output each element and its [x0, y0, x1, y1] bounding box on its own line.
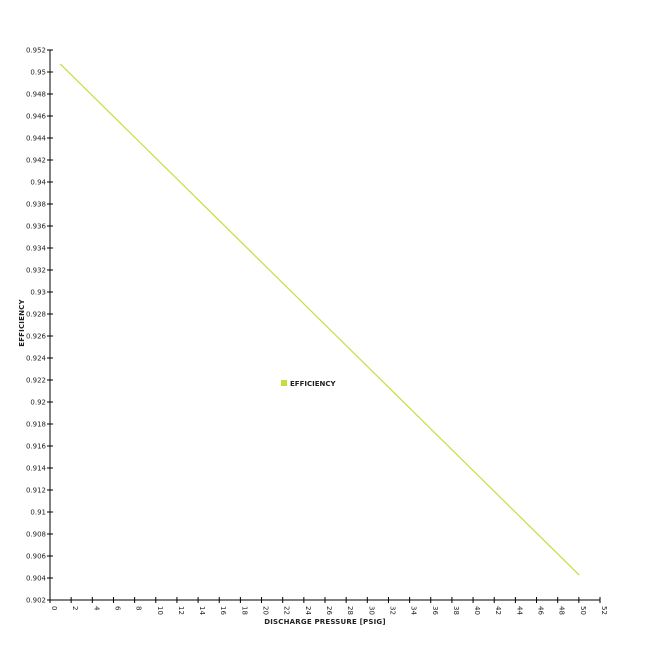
y-tick-label: 0.94: [30, 179, 46, 187]
y-tick-label: 0.95: [30, 69, 46, 77]
x-tick-label: 10: [156, 606, 164, 615]
data-point: [578, 574, 580, 576]
series-layer: [59, 63, 580, 576]
x-tick-label: 28: [346, 606, 354, 615]
y-tick-label: 0.936: [26, 223, 47, 231]
x-tick-label: 18: [240, 606, 248, 615]
x-tick-label: 52: [600, 606, 608, 615]
x-tick-label: 30: [367, 606, 375, 615]
x-tick-label: 16: [219, 606, 227, 615]
data-point: [59, 63, 62, 65]
x-tick-label: 32: [388, 606, 396, 615]
y-tick-label: 0.948: [26, 91, 46, 99]
x-tick-label: 2: [71, 606, 79, 610]
x-tick-label: 20: [262, 606, 270, 615]
y-tick-label: 0.93: [30, 289, 46, 297]
x-tick-label: 38: [452, 606, 460, 615]
series-line-efficiency: [60, 63, 580, 576]
y-tick-label: 0.942: [26, 157, 46, 165]
y-tick-label: 0.918: [26, 421, 46, 429]
x-tick-label: 12: [177, 606, 185, 615]
x-axis-title: DISCHARGE PRESSURE [PSIG]: [264, 618, 386, 626]
y-tick-label: 0.906: [26, 553, 47, 561]
y-tick-label: 0.92: [30, 399, 46, 407]
legend-label: EFFICIENCY: [290, 380, 336, 388]
legend: EFFICIENCY: [281, 380, 336, 388]
y-tick-label: 0.914: [26, 465, 47, 473]
x-tick-label: 48: [558, 606, 566, 615]
x-tick-label: 22: [283, 606, 291, 615]
x-tick-label: 42: [494, 606, 502, 615]
x-tick-label: 4: [92, 606, 100, 611]
x-tick-label: 46: [537, 606, 545, 615]
x-tick-label: 14: [198, 606, 206, 615]
y-tick-label: 0.922: [26, 377, 46, 385]
x-tick-label: 8: [135, 606, 143, 610]
y-axis-title: EFFICIENCY: [18, 299, 26, 347]
x-tick-label: 50: [579, 606, 587, 615]
x-tick-label: 26: [325, 606, 333, 615]
y-tick-label: 0.912: [26, 487, 46, 495]
y-tick-label: 0.928: [26, 311, 46, 319]
y-tick-label: 0.908: [26, 531, 46, 539]
x-tick-label: 36: [431, 606, 439, 615]
x-tick-label: 34: [410, 606, 418, 615]
y-tick-label: 0.944: [26, 135, 47, 143]
y-tick-label: 0.926: [26, 333, 47, 341]
legend-swatch: [281, 380, 287, 386]
y-tick-label: 0.91: [30, 509, 46, 517]
axes: 0 2 4 6 8 10 12 14 16 18 20 22 24 26 28 30 32 34 36 38 40 42 4…: [26, 47, 608, 616]
x-tick-label: 0: [50, 606, 58, 610]
y-tick-label: 0.952: [26, 47, 46, 55]
x-tick-label: 40: [473, 606, 481, 615]
y-tick-label: 0.904: [26, 575, 47, 583]
x-tick-label: 24: [304, 606, 312, 615]
y-tick-label: 0.932: [26, 267, 46, 275]
y-tick-label: 0.924: [26, 355, 47, 363]
y-tick-label: 0.916: [26, 443, 47, 451]
x-tick-label: 6: [113, 606, 121, 611]
y-tick-label: 0.938: [26, 201, 46, 209]
x-tick-label: 44: [515, 606, 523, 615]
y-tick-label: 0.902: [26, 597, 46, 605]
y-tick-label: 0.946: [26, 113, 47, 121]
y-tick-label: 0.934: [26, 245, 47, 253]
